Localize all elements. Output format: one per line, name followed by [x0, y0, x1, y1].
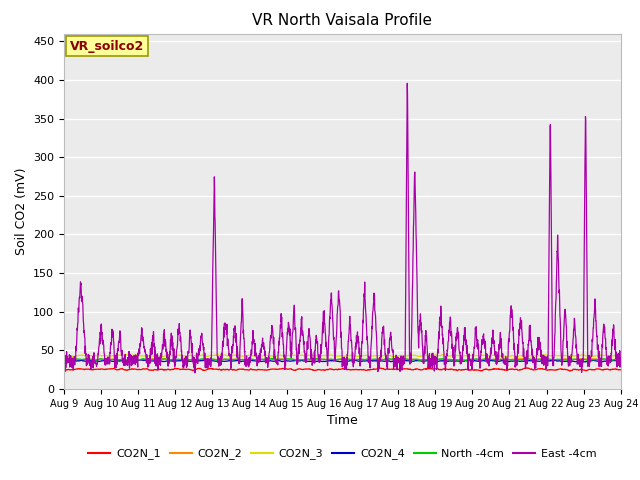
Title: VR North Vaisala Profile: VR North Vaisala Profile — [252, 13, 433, 28]
X-axis label: Time: Time — [327, 414, 358, 427]
Text: VR_soilco2: VR_soilco2 — [70, 39, 144, 53]
Y-axis label: Soil CO2 (mV): Soil CO2 (mV) — [15, 168, 28, 255]
Legend: CO2N_1, CO2N_2, CO2N_3, CO2N_4, North -4cm, East -4cm: CO2N_1, CO2N_2, CO2N_3, CO2N_4, North -4… — [84, 444, 601, 464]
